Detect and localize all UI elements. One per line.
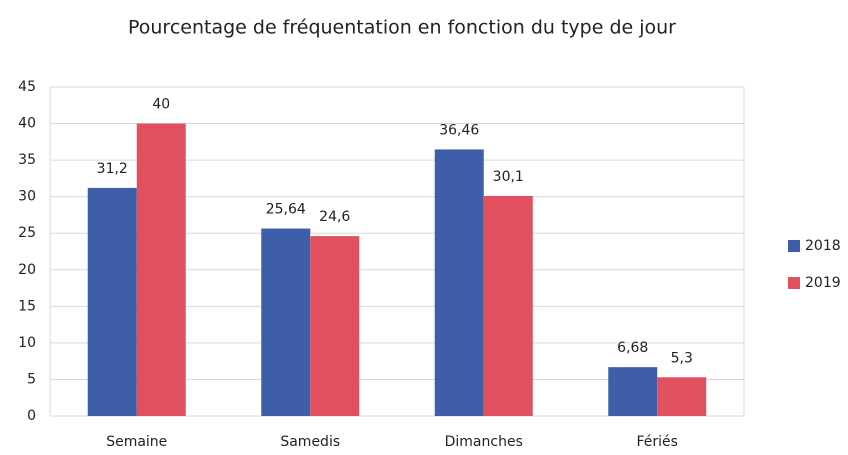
data-label: 5,3: [671, 350, 693, 366]
data-label: 31,2: [97, 161, 128, 177]
bar: [483, 195, 533, 416]
data-label: 40: [152, 97, 170, 113]
data-label: 6,68: [617, 340, 648, 356]
y-tick-label: 40: [18, 116, 36, 132]
y-tick-label: 30: [18, 189, 36, 205]
y-tick-label: 5: [27, 371, 36, 387]
bar: [136, 123, 186, 417]
data-label: 25,64: [266, 202, 306, 218]
bar: [608, 367, 658, 416]
y-tick-label: 15: [18, 298, 36, 314]
y-tick-label: 20: [18, 262, 36, 278]
y-tick-label: 25: [18, 225, 36, 241]
x-tick-label: Dimanches: [445, 434, 523, 450]
y-tick-label: 45: [18, 79, 36, 95]
y-tick-label: 0: [27, 408, 36, 424]
bar: [310, 236, 360, 416]
x-tick-label: Semaine: [106, 434, 167, 450]
bar: [434, 149, 484, 416]
legend-label: 2018: [805, 238, 841, 254]
y-tick-label: 10: [18, 335, 36, 351]
x-tick-label: Samedis: [280, 434, 340, 450]
legend-swatch: [788, 240, 800, 252]
bar: [657, 377, 707, 416]
chart-title: Pourcentage de fréquentation en fonction…: [128, 17, 676, 39]
bar: [87, 187, 137, 416]
data-label: 24,6: [319, 209, 350, 225]
legend-swatch: [788, 277, 800, 289]
legend-label: 2019: [805, 275, 841, 291]
bar: [261, 228, 311, 416]
data-label: 36,46: [439, 122, 479, 138]
data-label: 30,1: [493, 169, 524, 185]
y-tick-label: 35: [18, 152, 36, 168]
x-tick-label: Fériés: [637, 434, 678, 450]
